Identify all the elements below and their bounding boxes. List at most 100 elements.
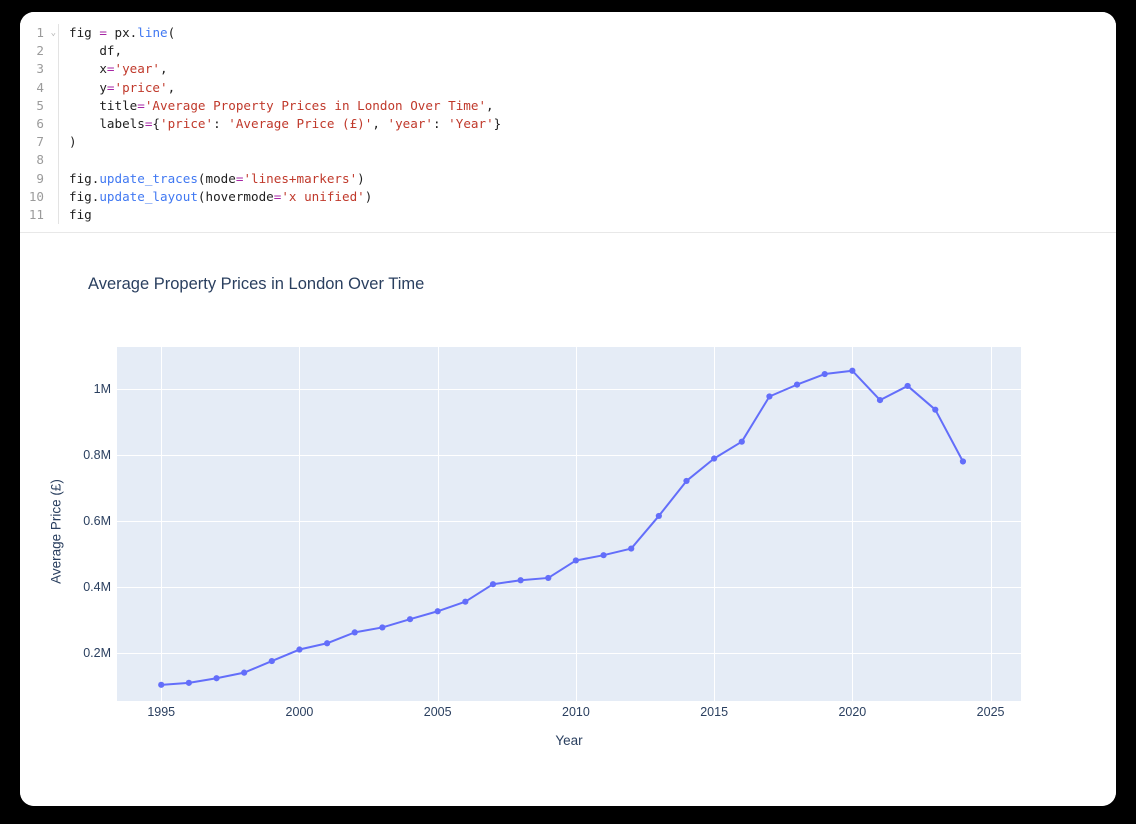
line-number: 5 xyxy=(36,97,44,113)
code-token: = xyxy=(106,61,115,77)
data-point-marker[interactable] xyxy=(462,598,469,605)
data-point-marker[interactable] xyxy=(489,581,497,588)
line-number-gutter: 1 ⌄ 2 3 4 5 6 7 8 9 10 11 xyxy=(20,24,58,224)
line-number: 8 xyxy=(36,152,44,168)
line-number: 10 xyxy=(28,188,44,204)
code-token: 'price' xyxy=(114,79,168,95)
code-line: labels={'price': 'Average Price (£)', 'y… xyxy=(69,115,1116,133)
data-point-marker[interactable] xyxy=(655,512,662,520)
code-token: (hovermode xyxy=(197,188,274,204)
chevron-down-icon[interactable]: ⌄ xyxy=(50,28,56,38)
code-cell[interactable]: 1 ⌄ 2 3 4 5 6 7 8 9 10 11 fig = px.line( df, x='yea… xyxy=(20,12,1116,232)
code-token: : xyxy=(433,115,449,131)
data-point-marker[interactable] xyxy=(738,438,745,445)
code-token: px. xyxy=(106,25,138,40)
code-token: 'Average Price (£)' xyxy=(228,115,373,131)
code-token: df, xyxy=(69,43,123,59)
x-tick-label: 2000 xyxy=(285,705,314,719)
gridline-vertical xyxy=(437,347,439,701)
trace-line[interactable] xyxy=(160,369,964,686)
data-point-marker[interactable] xyxy=(545,574,552,582)
data-point-marker[interactable] xyxy=(932,406,939,413)
code-token: fig xyxy=(69,206,92,222)
code-token: 'year' xyxy=(387,115,434,131)
y-tick-label: 1M xyxy=(93,382,111,397)
data-point-marker[interactable] xyxy=(904,382,911,390)
code-line: fig.update_traces(mode='lines+markers') xyxy=(69,170,1116,188)
trace-layer[interactable] xyxy=(117,347,1021,701)
x-tick-label: 2005 xyxy=(423,705,452,719)
y-axis-ticks: 0.2M 0.4M 0.6M 0.8M 1M xyxy=(55,347,111,701)
data-point-marker[interactable] xyxy=(711,455,718,462)
data-point-marker[interactable] xyxy=(821,370,828,378)
line-number: 4 xyxy=(36,79,44,95)
chart-title: Average Property Prices in London Over T… xyxy=(88,275,425,293)
code-token: = xyxy=(235,170,244,186)
data-point-marker[interactable] xyxy=(876,397,884,404)
gridline-horizontal xyxy=(117,653,1021,655)
x-tick-label: 2015 xyxy=(700,705,729,719)
data-point-marker[interactable] xyxy=(683,477,690,485)
data-point-marker[interactable] xyxy=(268,657,275,665)
x-tick-label: 2025 xyxy=(976,705,1005,719)
gridline-vertical xyxy=(161,347,163,701)
code-token: 'price' xyxy=(160,115,214,131)
gutter-divider xyxy=(58,24,59,225)
data-point-marker[interactable] xyxy=(351,629,358,636)
code-editor[interactable]: 1 ⌄ 2 3 4 5 6 7 8 9 10 11 fig = px.line( df, x='yea… xyxy=(20,24,1116,225)
x-tick-label: 1995 xyxy=(147,705,176,719)
plot-area[interactable] xyxy=(117,347,1021,701)
x-tick-label: 2010 xyxy=(562,705,590,719)
data-point-marker[interactable] xyxy=(766,393,773,400)
line-number: 1 ⌄ xyxy=(20,24,58,42)
data-point-marker[interactable] xyxy=(793,381,801,388)
code-line: fig = px.line( xyxy=(69,24,1116,42)
data-point-marker[interactable] xyxy=(434,608,441,615)
data-point-marker[interactable] xyxy=(296,646,303,653)
data-point-marker[interactable] xyxy=(379,624,386,631)
code-token: 'year' xyxy=(114,61,161,77)
code-token: 'Year' xyxy=(448,115,494,131)
line-number: 7 xyxy=(36,134,44,150)
code-token: update_layout xyxy=(99,188,198,204)
code-line: ) xyxy=(69,133,1116,151)
line-number: 11 xyxy=(28,206,44,222)
code-token: = xyxy=(137,97,145,113)
x-tick-label: 2020 xyxy=(838,705,867,719)
code-token: = xyxy=(106,79,115,95)
code-line xyxy=(69,151,1116,169)
x-axis-title: Year xyxy=(555,733,583,748)
data-point-marker[interactable] xyxy=(158,681,165,688)
gridline-vertical xyxy=(714,347,716,701)
data-point-marker[interactable] xyxy=(185,679,192,686)
code-token: x xyxy=(69,61,107,77)
data-point-marker[interactable] xyxy=(517,577,524,584)
data-point-marker[interactable] xyxy=(600,552,607,559)
code-token: 'Average Property Prices in London Over … xyxy=(144,97,487,113)
data-point-marker[interactable] xyxy=(572,557,580,564)
code-token: ) xyxy=(364,188,373,204)
line-number: 2 xyxy=(36,43,44,59)
data-point-marker[interactable] xyxy=(849,367,856,374)
line-number: 6 xyxy=(36,115,44,131)
data-point-marker[interactable] xyxy=(241,669,248,676)
code-token: = xyxy=(144,115,153,131)
code-token: : xyxy=(213,115,229,131)
data-point-marker[interactable] xyxy=(213,675,220,682)
data-point-marker[interactable] xyxy=(324,640,331,647)
code-token: , xyxy=(372,115,388,131)
data-point-marker[interactable] xyxy=(628,545,635,552)
plotly-figure[interactable]: Average Property Prices in London Over T… xyxy=(20,233,1116,793)
gridline-horizontal xyxy=(117,587,1021,589)
gridline-horizontal xyxy=(117,521,1021,523)
code-source[interactable]: fig = px.line( df, x='year', y='price', … xyxy=(59,24,1116,224)
code-token: } xyxy=(493,115,502,131)
y-tick-label: 0.2M xyxy=(83,646,111,661)
y-tick-label: 0.4M xyxy=(83,580,111,595)
data-point-marker[interactable] xyxy=(959,458,967,465)
gridline-horizontal xyxy=(117,455,1021,457)
code-token: 'lines+markers' xyxy=(243,170,358,186)
data-point-marker[interactable] xyxy=(406,616,414,623)
code-token: 'x unified' xyxy=(281,188,365,204)
code-token: fig. xyxy=(69,170,100,186)
